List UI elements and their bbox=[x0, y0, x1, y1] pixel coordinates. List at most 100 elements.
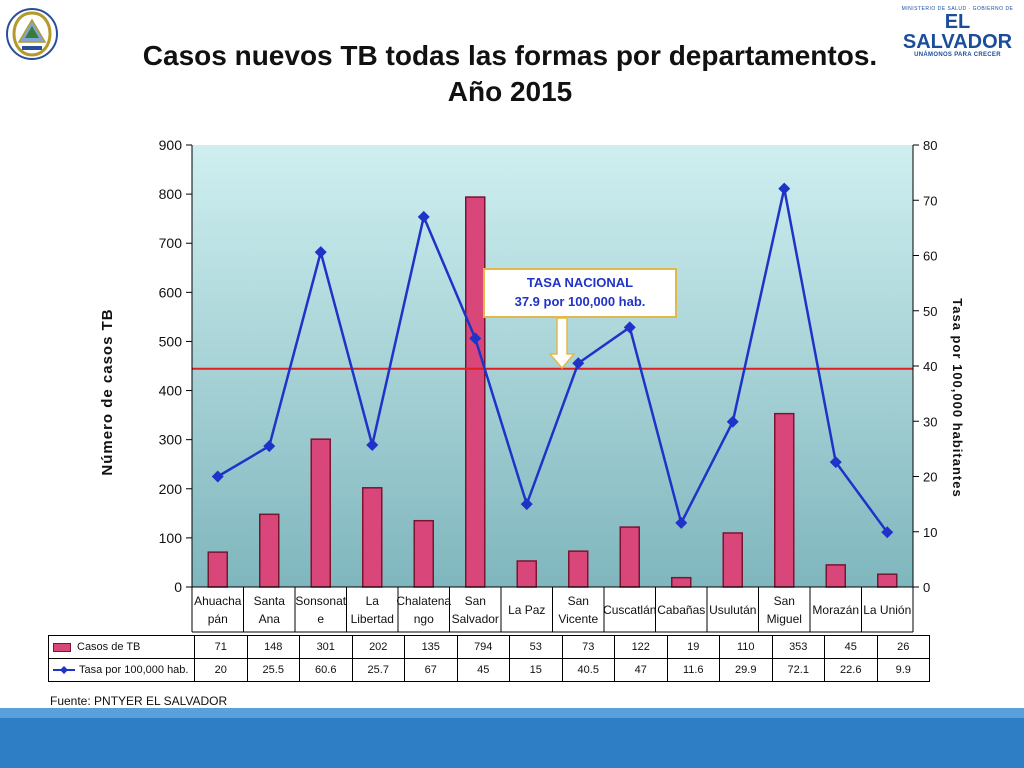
y-left-tick-label: 200 bbox=[159, 481, 183, 497]
table-cell: 122 bbox=[614, 635, 668, 659]
table-row-label-line: Tasa por 100,000 hab. bbox=[48, 658, 195, 682]
category-label: La Unión bbox=[863, 603, 911, 617]
table-cell: 67 bbox=[404, 658, 458, 682]
bar bbox=[568, 550, 589, 588]
y-right-tick-label: 20 bbox=[923, 470, 937, 485]
bar bbox=[465, 196, 486, 588]
line-point bbox=[572, 357, 585, 370]
bar bbox=[825, 564, 846, 588]
table-cell: 22.6 bbox=[824, 658, 878, 682]
title-line-1: Casos nuevos TB todas las formas por dep… bbox=[142, 40, 878, 71]
category-label: Cuscatlán bbox=[603, 603, 656, 617]
table-cell: 26 bbox=[876, 635, 930, 659]
legend-line-swatch bbox=[53, 666, 75, 675]
y-axis-right-label: Tasa por 100,000 habitantes bbox=[950, 298, 965, 497]
bar bbox=[259, 513, 280, 588]
footer-band bbox=[0, 718, 1024, 768]
table-row-label-bar: Casos de TB bbox=[48, 635, 195, 659]
bar bbox=[619, 526, 640, 588]
logo-slogan-text: UNÁMONOS PARA CRECER bbox=[914, 52, 1001, 58]
line-point bbox=[366, 439, 379, 452]
y-left-tick-label: 900 bbox=[159, 137, 183, 153]
legend-bar-swatch bbox=[53, 642, 71, 652]
bar bbox=[722, 532, 743, 588]
y-right-tick-label: 40 bbox=[923, 359, 937, 374]
page-title: Casos nuevos TB todas las formas por dep… bbox=[60, 38, 960, 110]
legend-line-text: Tasa por 100,000 hab. bbox=[79, 664, 189, 676]
bar bbox=[671, 576, 692, 588]
y-right-tick-label: 60 bbox=[923, 249, 937, 264]
line-point bbox=[263, 440, 276, 453]
y-left-tick-label: 800 bbox=[159, 186, 183, 202]
y-left-tick-label: 300 bbox=[159, 432, 183, 448]
y-left-tick-label: 600 bbox=[159, 284, 183, 300]
line-point bbox=[623, 321, 636, 334]
bar bbox=[207, 551, 228, 588]
annotation-line-2: 37.9 por 100,000 hab. bbox=[515, 294, 646, 309]
axes: 0 100 200 300 400 500 600 700 800 900 0 10 20 30 40 50 6… bbox=[159, 137, 938, 595]
line-point bbox=[726, 415, 739, 428]
coat-of-arms-logo bbox=[4, 4, 60, 69]
category-label: Sonsonat bbox=[295, 594, 346, 608]
tb-cases-chart: 0 100 200 300 400 500 600 700 800 900 0 10 20 30 40 50 6… bbox=[99, 137, 965, 633]
table-cell: 60.6 bbox=[299, 658, 353, 682]
category-label: San bbox=[465, 594, 486, 608]
annotation-box bbox=[483, 268, 677, 318]
table-cell: 45 bbox=[824, 635, 878, 659]
bar bbox=[362, 487, 383, 588]
line-point bbox=[829, 456, 842, 469]
y-left-tick-label: 0 bbox=[174, 579, 182, 595]
annotation-arrow bbox=[548, 317, 576, 370]
category-label: Ahuacha bbox=[194, 594, 242, 608]
y-left-tick-label: 700 bbox=[159, 235, 183, 251]
table-cell: 72.1 bbox=[771, 658, 825, 682]
legend-bar-text: Casos de TB bbox=[77, 641, 141, 653]
line-point bbox=[211, 470, 224, 483]
table-cell: 73 bbox=[561, 635, 615, 659]
category-label: Salvador bbox=[452, 612, 499, 626]
category-label: Cabañas bbox=[657, 603, 705, 617]
annotation-line-1: TASA NACIONAL bbox=[527, 275, 633, 290]
y-right-tick-label: 0 bbox=[923, 580, 930, 595]
table-cell: 110 bbox=[719, 635, 773, 659]
y-right-tick-label: 50 bbox=[923, 304, 937, 319]
y-left-tick-label: 400 bbox=[159, 383, 183, 399]
table-cell: 20 bbox=[194, 658, 248, 682]
table-cell: 40.5 bbox=[561, 658, 615, 682]
table-row-line: Tasa por 100,000 hab. 20 25.5 60.6 25.7 … bbox=[48, 658, 930, 682]
table-cell: 353 bbox=[771, 635, 825, 659]
category-label: ngo bbox=[414, 612, 434, 626]
category-label: pán bbox=[208, 612, 228, 626]
category-label: San bbox=[568, 594, 589, 608]
table-cell: 15 bbox=[509, 658, 563, 682]
plot-area bbox=[192, 145, 913, 587]
line-point bbox=[881, 526, 894, 539]
category-label: Libertad bbox=[351, 612, 394, 626]
line-point bbox=[417, 210, 430, 223]
table-cell: 202 bbox=[351, 635, 405, 659]
title-line-2: Año 2015 bbox=[447, 76, 573, 107]
bar bbox=[774, 412, 795, 588]
line-point bbox=[469, 332, 482, 345]
y-right-tick-label: 30 bbox=[923, 414, 937, 429]
y-left-tick-label: 500 bbox=[159, 333, 183, 349]
category-label: Santa bbox=[254, 594, 286, 608]
line-series bbox=[211, 182, 894, 539]
rate-line bbox=[217, 188, 889, 534]
table-cell: 53 bbox=[509, 635, 563, 659]
category-label: La bbox=[366, 594, 380, 608]
table-row-bar: Casos de TB 71 148 301 202 135 794 53 73… bbox=[48, 635, 930, 659]
bar bbox=[413, 519, 434, 588]
bar bbox=[310, 438, 331, 588]
category-label: Ana bbox=[259, 612, 281, 626]
table-cell: 25.7 bbox=[351, 658, 405, 682]
y-right-tick-label: 70 bbox=[923, 193, 937, 208]
y-right-tick-label: 10 bbox=[923, 525, 937, 540]
table-cell: 11.6 bbox=[666, 658, 720, 682]
footer-stripe bbox=[0, 708, 1024, 718]
table-cell: 135 bbox=[404, 635, 458, 659]
table-cell: 29.9 bbox=[719, 658, 773, 682]
line-point bbox=[314, 246, 327, 259]
category-label: San bbox=[774, 594, 795, 608]
category-labels: Ahuacha pán Santa Ana Sonsonat e La LibertadCha… bbox=[191, 587, 914, 633]
